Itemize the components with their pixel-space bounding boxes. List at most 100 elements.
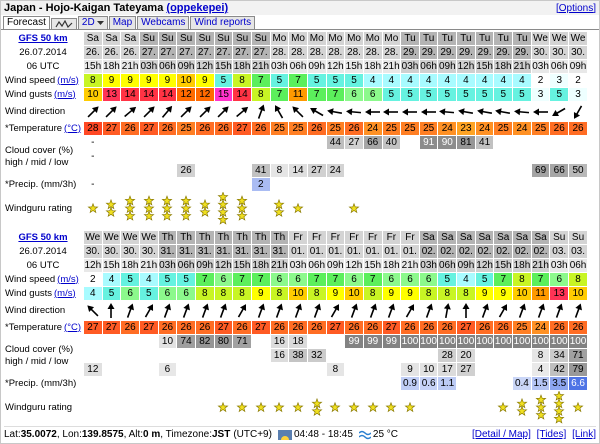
tab-2d[interactable]: 2D	[77, 16, 108, 29]
cloud-label: Cloud cover (%) high / mid / low	[2, 135, 84, 178]
date-cell: 27.	[194, 45, 215, 60]
star	[255, 401, 267, 413]
cloud-cell	[549, 149, 570, 164]
date-cell: 29.	[437, 45, 458, 60]
hour-cell: 21h	[512, 59, 532, 74]
hour-cell: 09h	[437, 59, 458, 74]
hour-cell: 12h	[325, 59, 346, 74]
wind-gust-cell: 4	[83, 286, 103, 301]
detail-link[interactable]: [Detail / Map]	[471, 429, 531, 440]
day-cell: Fr	[400, 230, 420, 245]
label-text: Cloud cover (%)	[5, 343, 74, 355]
label-text: Wind speed	[5, 273, 56, 285]
precip-cell	[120, 177, 140, 192]
wind-speed-cell: 7	[194, 272, 215, 287]
unit-link[interactable]: (°C)	[64, 321, 82, 333]
arrow-shaft	[331, 307, 338, 317]
day-cell: Sa	[530, 230, 551, 245]
tides-link[interactable]: [Tides]	[536, 429, 567, 440]
unit-link[interactable]: (°C)	[64, 122, 82, 134]
unit-link[interactable]: (m/s)	[57, 74, 79, 86]
wind-direction-cell	[344, 300, 364, 321]
cloud-cell: 99	[381, 334, 402, 349]
cloud-cell	[362, 149, 383, 164]
cloud-cell	[120, 135, 140, 150]
wind-speed-cell: 5	[120, 272, 140, 287]
days-row: GFS 50 km Sa Sa Sa Su Su Su Su Su Su Su Mo Mo Mo Mo Mo M…	[2, 31, 588, 46]
cloud-cell	[213, 348, 234, 363]
rating-stars	[329, 401, 341, 413]
cloud-cell	[400, 348, 420, 363]
table-body: GFS 50 km We We We We Th Th Th Th Th Th Th Fr Fr Fr Fr F…	[2, 230, 588, 425]
wind-direction-cell	[213, 101, 234, 122]
rating-cell	[325, 390, 346, 425]
hour-cell: 06h	[568, 258, 588, 273]
wind-arrow	[180, 105, 192, 118]
cloud-cell	[400, 149, 420, 164]
wind-direction-cell	[306, 300, 327, 321]
tab-webcams[interactable]: Webcams	[137, 16, 190, 29]
rating-stars	[87, 202, 99, 214]
arrow-head	[164, 302, 172, 310]
arrow-icon	[237, 303, 247, 317]
arrow-head	[222, 105, 230, 113]
rating-icons	[570, 192, 586, 225]
wind-speed-cell: 7	[306, 272, 327, 287]
unit-link[interactable]: (m/s)	[54, 287, 76, 299]
rating-stars	[572, 401, 584, 413]
cloud-cell: 66	[362, 135, 383, 150]
unit-link[interactable]: (m/s)	[57, 273, 79, 285]
arrow-head	[314, 302, 321, 310]
temperature-cell: 26	[157, 320, 178, 335]
wind-arrow	[481, 302, 489, 318]
precip-cell	[138, 376, 159, 391]
user-link[interactable]: (oppekepei)	[166, 2, 229, 14]
star	[124, 210, 136, 221]
arrow-head	[513, 107, 521, 115]
precip-cell	[120, 376, 140, 391]
cloud-cell: 27	[306, 163, 327, 178]
cloud-cell	[194, 135, 215, 150]
tab-forecast[interactable]: Forecast	[3, 16, 50, 29]
temperature-cell: 26	[194, 320, 215, 335]
arrow-shaft	[556, 307, 562, 318]
cloud-cell: 99	[344, 334, 364, 349]
wind-direction-cell	[83, 101, 103, 122]
hour-cell: 06h	[306, 258, 327, 273]
row-label: Wind speed (m/s)	[2, 73, 84, 88]
wind-arrow	[405, 303, 415, 317]
wind-direction-cell	[288, 101, 308, 122]
wind-speed-cell: 7	[288, 73, 308, 88]
options-link[interactable]: [Options]	[555, 2, 596, 14]
cloud-cell: 28	[437, 348, 458, 363]
wind-arrow	[276, 302, 284, 318]
wind-gust-cell: 8	[250, 87, 271, 102]
tab-graph[interactable]	[50, 18, 77, 29]
tab-map[interactable]: Map	[108, 16, 137, 29]
rating-icons	[292, 401, 304, 413]
precip-cell	[325, 376, 346, 391]
tab-bar: Forecast 2D Map Webcams Wind reports	[1, 15, 599, 30]
star	[292, 401, 304, 413]
day-cell: Fr	[362, 230, 383, 245]
wind-arrow	[552, 107, 566, 116]
rating-cell	[288, 390, 308, 425]
wind-direction-cell	[437, 300, 458, 321]
model-link[interactable]: GFS 50 km	[18, 32, 68, 44]
day-cell: Su	[568, 230, 588, 245]
cloud-cell	[418, 163, 439, 178]
wind-speed-cell: 4	[437, 73, 458, 88]
rating-icons	[197, 391, 213, 424]
footer-links: [Detail / Map] [Tides] [Link]	[469, 429, 596, 440]
tab-wind-reports[interactable]: Wind reports	[190, 16, 256, 29]
wind-speed-cell: 6	[381, 272, 402, 287]
title: Japan - Hojo-Kaigan Tateyama (oppekepei)	[4, 2, 228, 14]
model-link[interactable]: GFS 50 km	[18, 231, 68, 243]
link-link[interactable]: [Link]	[572, 429, 596, 440]
arrow-icon	[383, 108, 399, 115]
unit-link[interactable]: (m/s)	[54, 88, 76, 100]
cloud-cell	[157, 348, 178, 363]
cloud-cell	[325, 348, 346, 363]
wind-speed-cell: 5	[176, 272, 196, 287]
temperature-cell: 26	[157, 121, 178, 136]
